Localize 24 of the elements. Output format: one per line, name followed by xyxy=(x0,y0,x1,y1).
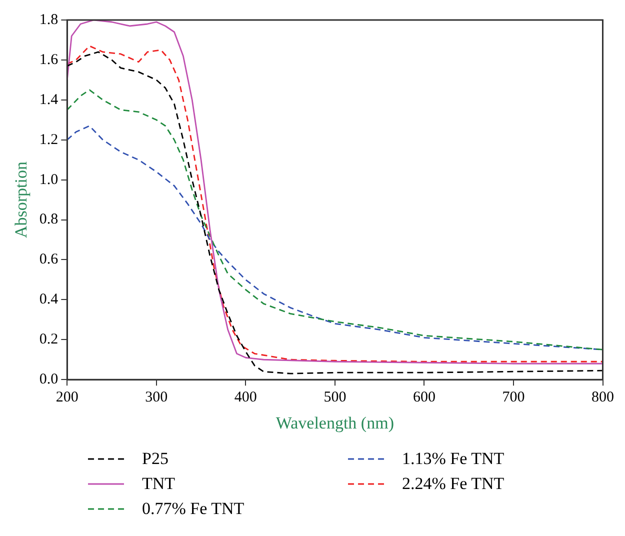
legend-label: 1.13% Fe TNT xyxy=(402,448,504,468)
y-tick-label: 0.8 xyxy=(39,212,58,228)
x-tick-label: 500 xyxy=(324,390,346,406)
y-tick-label: 0.2 xyxy=(39,332,58,348)
legend-label: 2.24% Fe TNT xyxy=(402,474,504,494)
x-tick-label: 700 xyxy=(502,390,525,406)
y-tick-label: 1.4 xyxy=(39,92,59,108)
legend-label: P25 xyxy=(142,448,168,468)
legend-label: TNT xyxy=(142,474,176,494)
y-tick-label: 1.8 xyxy=(39,12,58,28)
y-tick-label: 1.2 xyxy=(39,132,58,148)
y-tick-label: 1.0 xyxy=(39,172,58,188)
legend-label: 0.77% Fe TNT xyxy=(142,498,244,518)
x-tick-label: 300 xyxy=(145,390,168,406)
x-tick-label: 400 xyxy=(234,390,257,406)
x-axis-title: Wavelength (nm) xyxy=(276,413,394,432)
x-tick-label: 800 xyxy=(592,390,614,406)
y-tick-label: 1.6 xyxy=(39,52,59,68)
y-tick-label: 0.4 xyxy=(39,292,59,308)
y-tick-label: 0.0 xyxy=(39,372,58,388)
x-tick-label: 200 xyxy=(56,390,78,406)
x-tick-label: 600 xyxy=(412,390,436,406)
y-axis-title: Absorption xyxy=(12,161,31,238)
y-tick-label: 0.6 xyxy=(39,252,59,268)
